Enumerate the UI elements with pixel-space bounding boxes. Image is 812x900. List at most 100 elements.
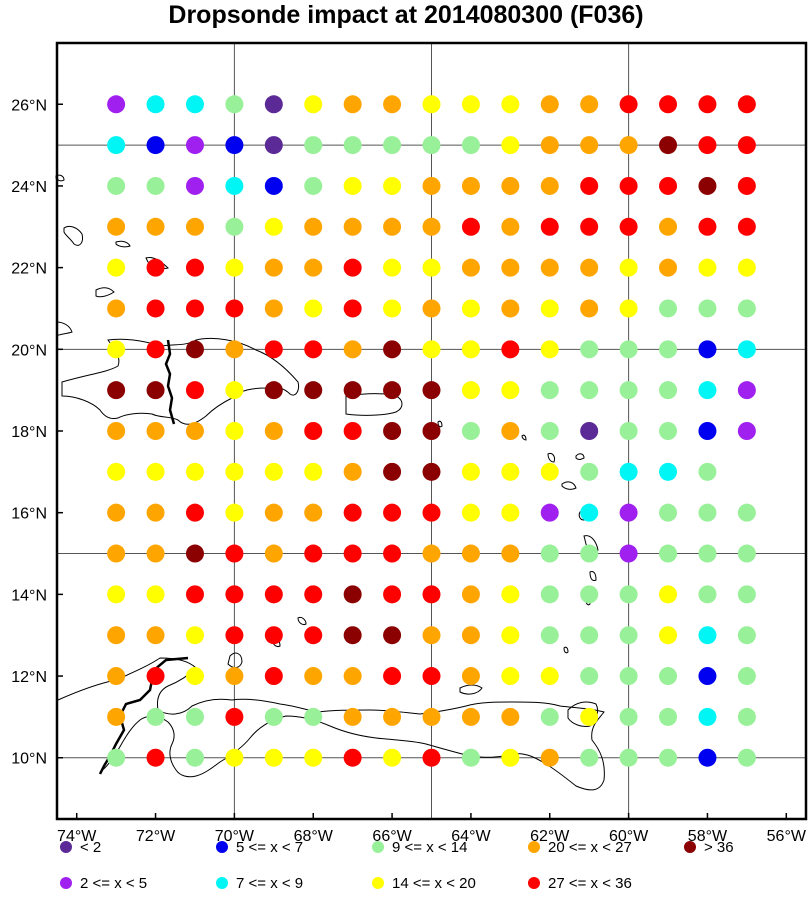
coastline-antilles-11 <box>297 617 307 625</box>
data-point <box>580 299 599 318</box>
data-point <box>264 217 283 236</box>
data-point <box>146 707 165 726</box>
data-point <box>343 626 362 645</box>
y-tick-label: 10°N <box>11 751 47 768</box>
data-point <box>698 626 717 645</box>
data-point <box>107 462 126 481</box>
data-point <box>540 667 559 686</box>
data-point <box>107 544 126 563</box>
data-point <box>383 381 402 400</box>
data-point <box>185 462 204 481</box>
data-point <box>146 381 165 400</box>
data-point <box>580 626 599 645</box>
legend-swatch <box>372 841 384 853</box>
data-point <box>225 626 244 645</box>
data-point <box>659 503 678 522</box>
data-point <box>304 585 323 604</box>
data-point <box>619 462 638 481</box>
data-point <box>146 340 165 359</box>
data-point <box>185 422 204 440</box>
data-point <box>659 667 678 686</box>
data-point <box>737 258 756 277</box>
data-point <box>383 503 402 522</box>
legend-label: 9 <= x < 14 <box>392 839 467 856</box>
data-point <box>304 136 323 155</box>
data-point <box>698 462 717 481</box>
data-point <box>185 136 204 155</box>
data-point <box>225 217 244 236</box>
data-point <box>146 95 165 114</box>
data-point <box>540 136 559 155</box>
data-point <box>343 422 362 440</box>
data-point <box>107 503 126 522</box>
data-point <box>264 544 283 563</box>
data-point <box>580 340 599 359</box>
data-point <box>698 217 717 236</box>
data-point <box>422 340 441 359</box>
legend-swatch <box>528 841 540 853</box>
data-point <box>107 176 126 195</box>
data-point <box>225 544 244 563</box>
data-point <box>619 258 638 277</box>
data-point <box>461 462 480 481</box>
y-tick-label: 20°N <box>11 342 47 359</box>
data-point <box>737 95 756 114</box>
data-point <box>698 136 717 155</box>
data-point <box>304 667 323 686</box>
data-point <box>107 585 126 604</box>
data-point <box>461 136 480 155</box>
data-point <box>737 136 756 155</box>
data-point <box>461 299 480 318</box>
data-point <box>304 422 323 440</box>
data-point <box>580 707 599 726</box>
data-point <box>580 503 599 522</box>
data-point <box>461 340 480 359</box>
data-point <box>501 340 520 359</box>
y-tick-label: 26°N <box>11 97 47 114</box>
data-point <box>185 176 204 195</box>
data-point <box>225 340 244 359</box>
data-point <box>225 585 244 604</box>
coastline-bahamas-2 <box>95 287 115 298</box>
data-point <box>107 299 126 318</box>
data-point <box>343 340 362 359</box>
data-point <box>225 707 244 726</box>
coastline-antilles-1 <box>575 453 585 460</box>
data-point <box>540 340 559 359</box>
y-tick-label: 24°N <box>11 179 47 196</box>
data-point <box>422 707 441 726</box>
y-tick-label: 12°N <box>11 669 47 686</box>
data-point <box>737 422 756 440</box>
data-point <box>264 626 283 645</box>
data-point <box>659 340 678 359</box>
data-point <box>185 217 204 236</box>
data-point <box>185 503 204 522</box>
data-point <box>698 258 717 277</box>
data-point <box>619 544 638 563</box>
data-point <box>343 381 362 400</box>
data-point <box>619 176 638 195</box>
data-point <box>619 299 638 318</box>
data-point <box>540 585 559 604</box>
data-point <box>501 503 520 522</box>
data-point <box>383 176 402 195</box>
legend-swatch <box>684 841 696 853</box>
data-point <box>304 176 323 195</box>
data-point <box>461 422 480 440</box>
data-point <box>737 544 756 563</box>
data-point <box>304 544 323 563</box>
data-point <box>461 667 480 686</box>
data-point <box>383 462 402 481</box>
data-point <box>540 422 559 440</box>
data-point <box>264 585 283 604</box>
data-point <box>343 503 362 522</box>
data-point <box>146 176 165 195</box>
y-tick-label: 14°N <box>11 587 47 604</box>
legend-swatch <box>372 877 384 889</box>
data-point <box>619 381 638 400</box>
data-point <box>304 95 323 114</box>
x-tick-label: 58°W <box>688 828 728 845</box>
data-point <box>225 176 244 195</box>
data-point <box>383 340 402 359</box>
data-point <box>146 422 165 440</box>
